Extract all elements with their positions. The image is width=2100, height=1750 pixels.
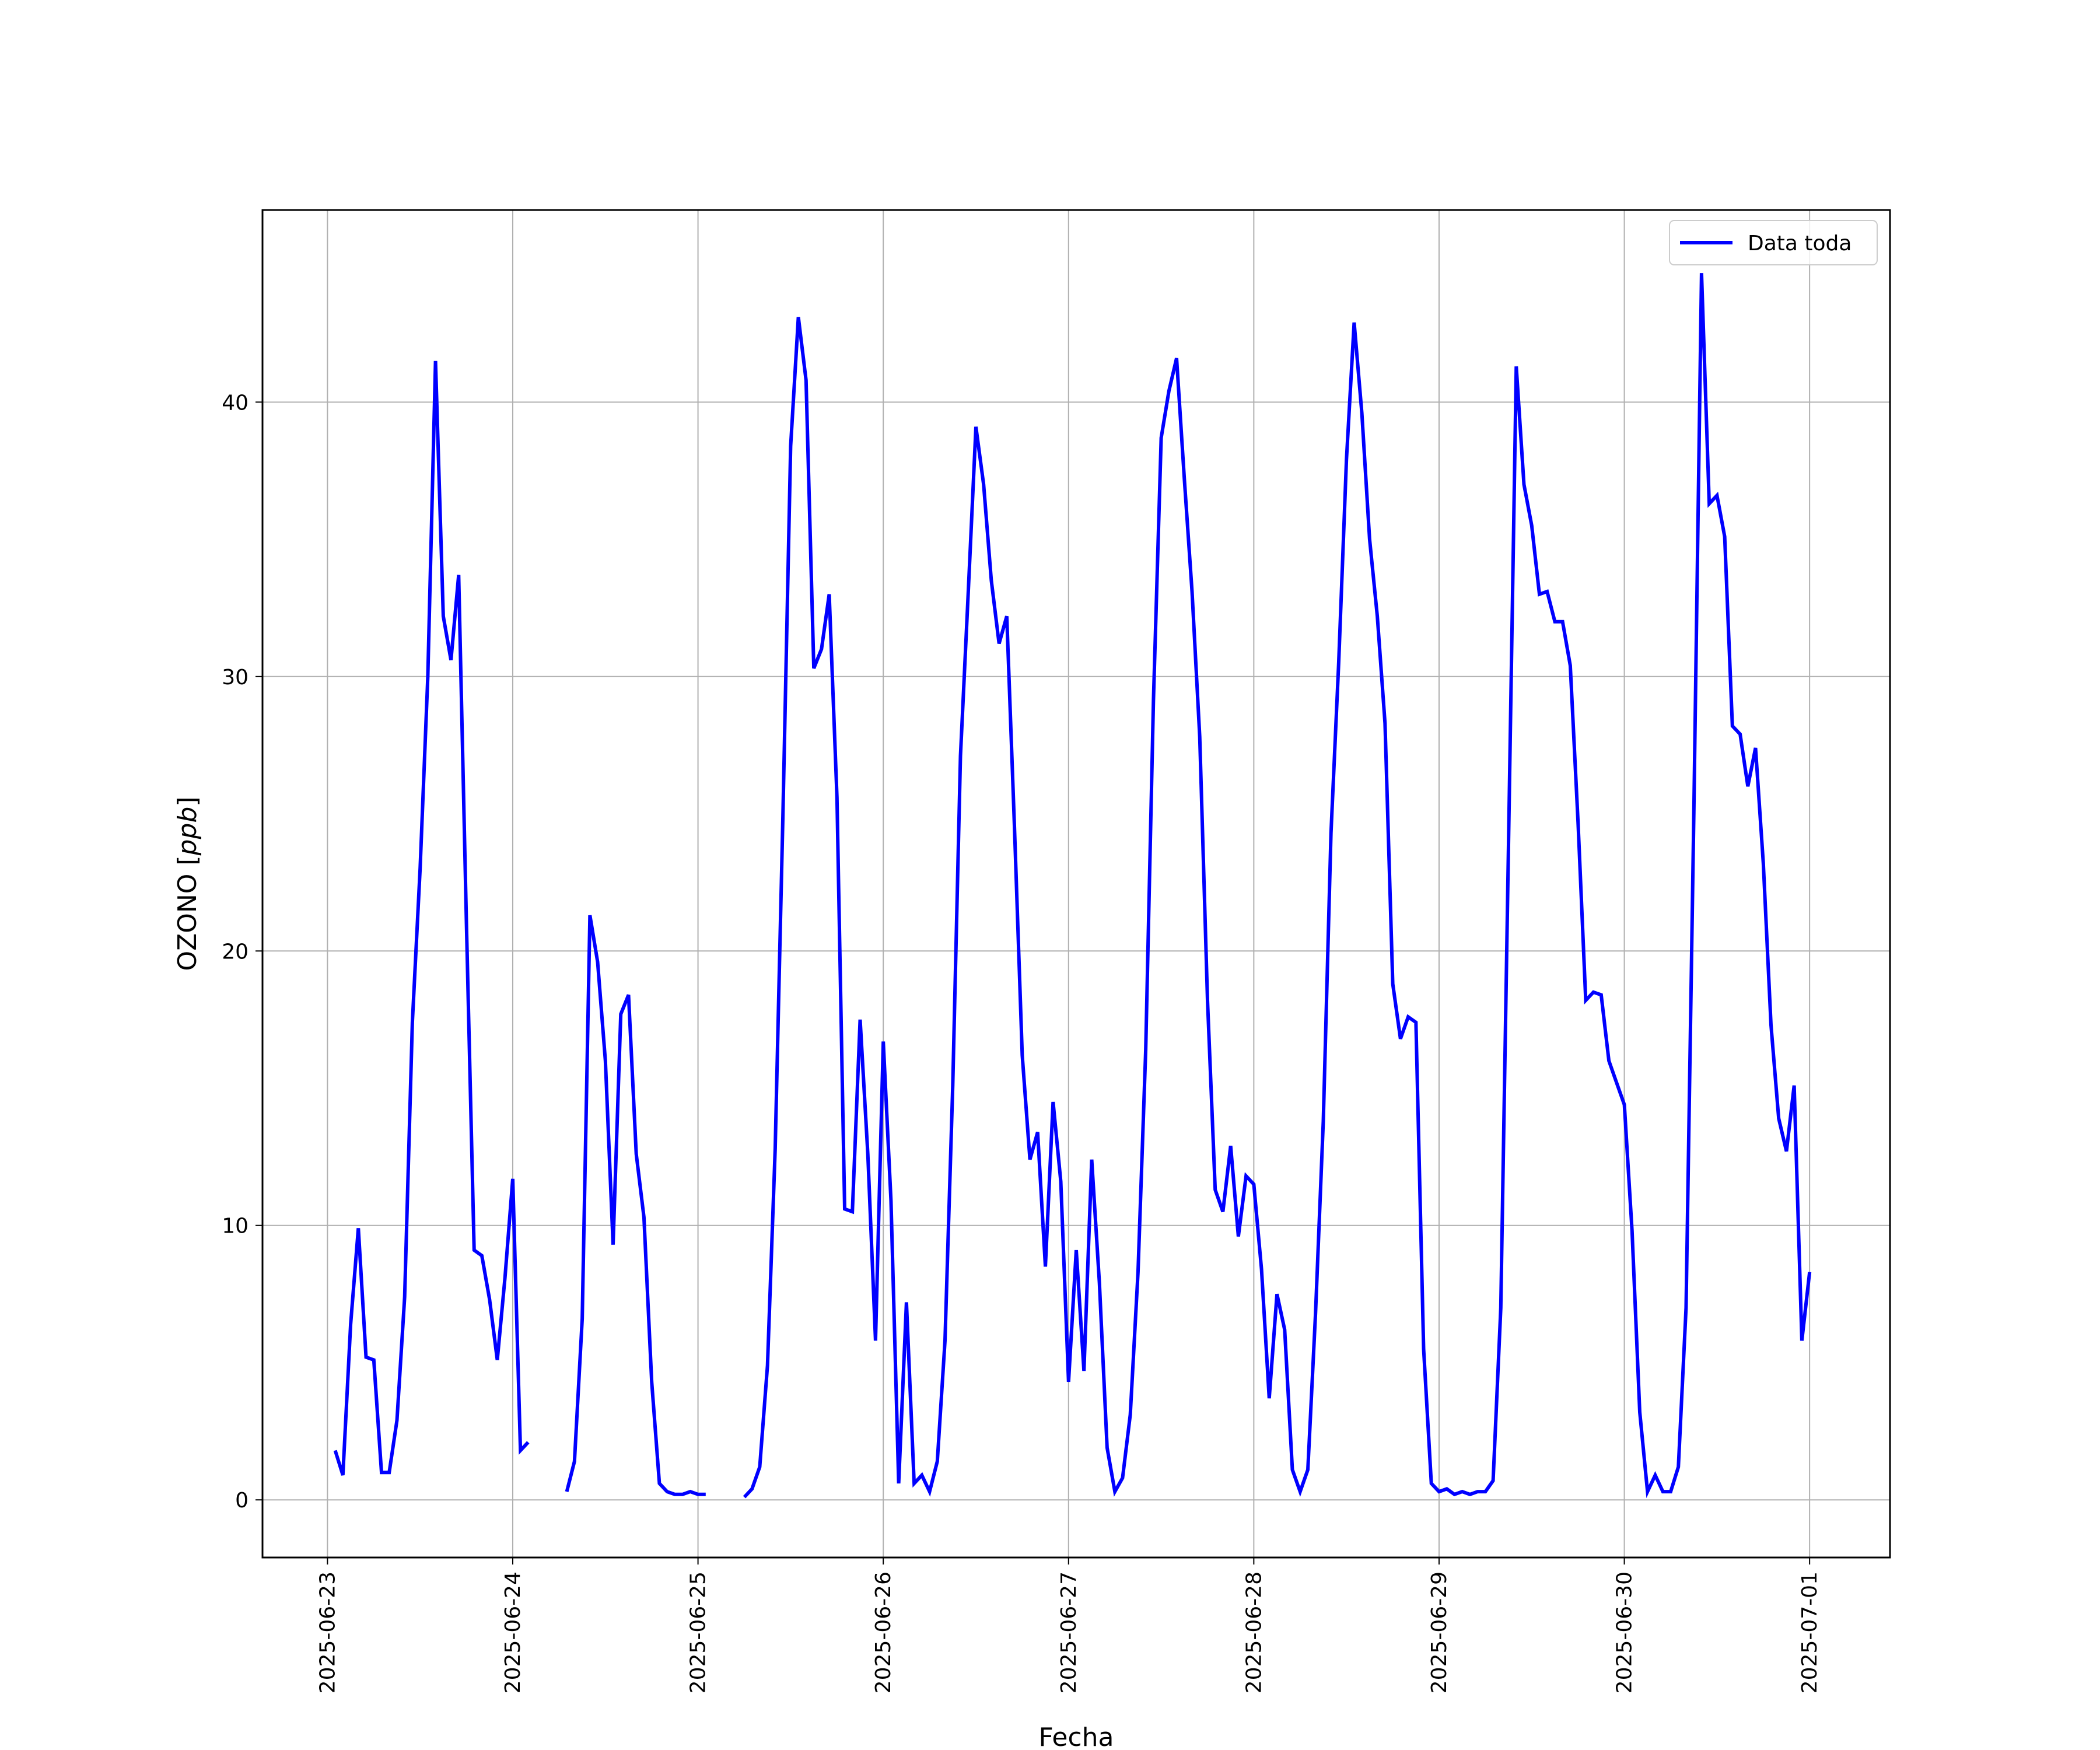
x-tick-label: 2025-06-27: [1057, 1572, 1081, 1693]
y-tick-label: 40: [222, 391, 249, 415]
x-tick-label: 2025-06-28: [1242, 1572, 1266, 1693]
plot-frame: [261, 209, 1891, 1559]
axis-ticks: 2025-06-23 2025-06-24 2025-06-25 2025-06-26…: [222, 391, 1822, 1693]
y-axis-title: OZONO [ppb]: [173, 796, 202, 971]
y-tick-label: 10: [222, 1214, 249, 1238]
series-line-segment: [743, 273, 1812, 1499]
x-axis-title: Fecha: [1038, 1723, 1114, 1750]
y-tick-label: 20: [222, 940, 249, 964]
y-tick-label: 0: [235, 1489, 249, 1513]
x-tick-label: 2025-07-01: [1798, 1572, 1822, 1693]
legend-label: Data toda: [1748, 232, 1852, 256]
y-tick-label: 30: [222, 666, 249, 690]
x-tick-label: 2025-06-25: [687, 1572, 710, 1693]
data-series-lines: [333, 273, 1812, 1499]
legend-box: [1669, 220, 1878, 265]
series-line-segment: [333, 360, 530, 1476]
x-tick-label: 2025-06-26: [872, 1572, 895, 1693]
x-tick-label: 2025-06-30: [1613, 1572, 1637, 1693]
x-tick-label: 2025-06-23: [316, 1572, 340, 1693]
x-tick-label: 2025-06-24: [501, 1572, 525, 1693]
grid-lines: [262, 210, 1890, 1558]
series-line-segment: [565, 915, 706, 1496]
legend: Data toda: [1669, 220, 1878, 265]
x-tick-label: 2025-06-29: [1427, 1572, 1451, 1693]
